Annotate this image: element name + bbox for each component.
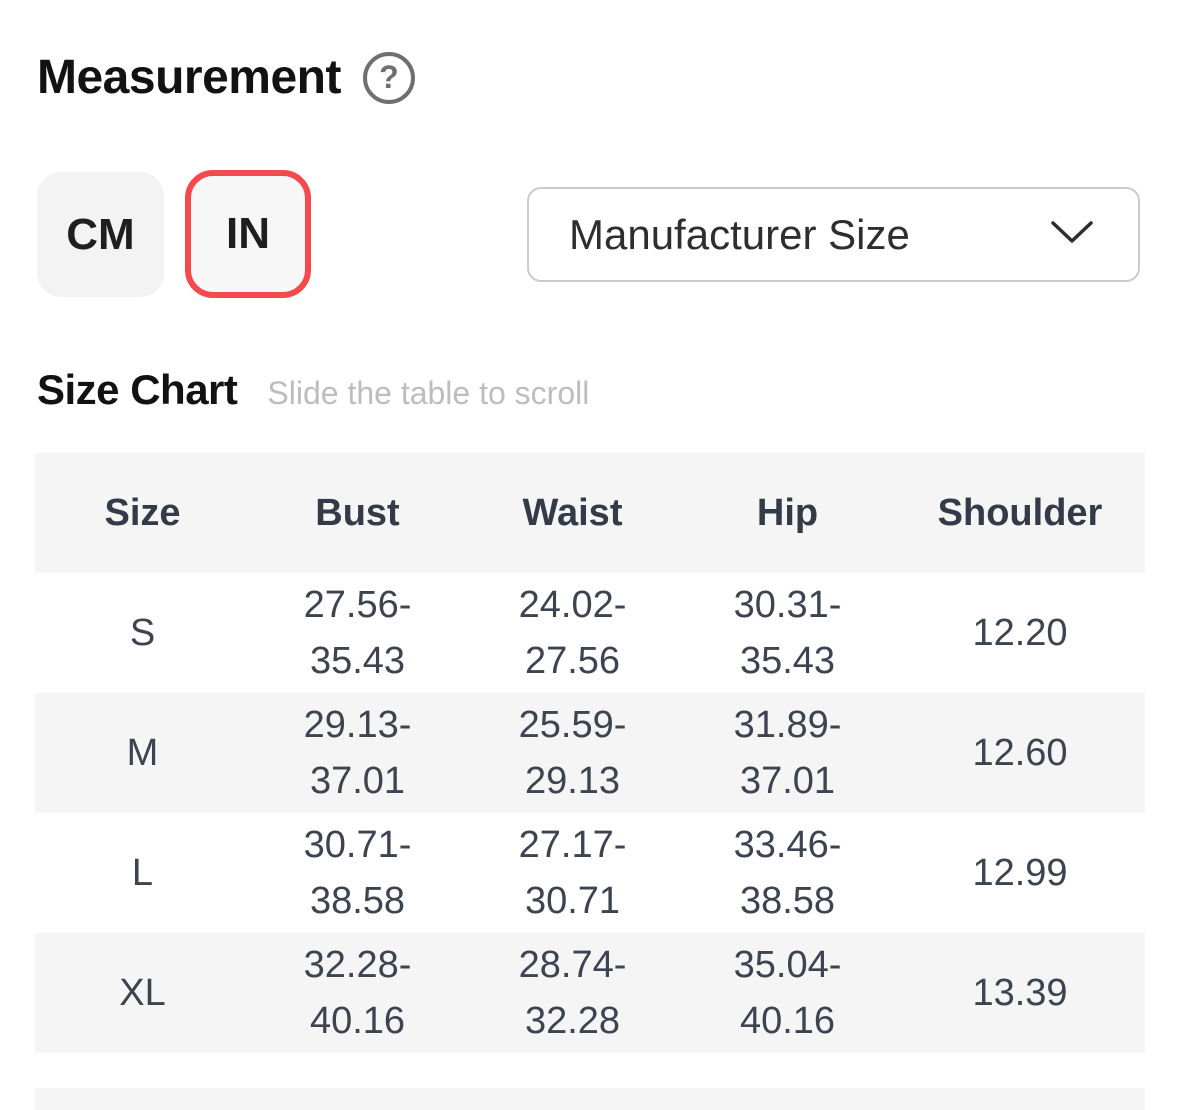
cell-size: M bbox=[35, 693, 250, 813]
cell-waist: 25.59- 29.13 bbox=[465, 693, 680, 813]
size-chart-scroll-hint: Slide the table to scroll bbox=[267, 375, 590, 411]
question-mark-glyph: ? bbox=[379, 59, 399, 95]
help-question-icon[interactable]: ? bbox=[362, 51, 415, 104]
chevron-down-icon bbox=[1050, 219, 1094, 250]
unit-cm-button[interactable]: CM bbox=[37, 172, 164, 297]
column-header-hip: Hip bbox=[680, 453, 895, 573]
cell-shoulder: 12.60 bbox=[895, 693, 1145, 813]
unit-in-button-selected[interactable]: IN bbox=[185, 170, 311, 298]
column-header-waist: Waist bbox=[465, 453, 680, 573]
table-row-m: M 29.13- 37.01 25.59- 29.13 31.89- 37.01… bbox=[35, 693, 1145, 813]
size-chart-table: Size Bust Waist Hip Shoulder S 27.56- 35… bbox=[35, 453, 1145, 1053]
cell-shoulder: 12.99 bbox=[972, 852, 1068, 894]
cell-waist: 24.02- 27.56 bbox=[518, 584, 627, 682]
cell-size: S bbox=[129, 612, 156, 654]
measurement-header: Measurement ? bbox=[37, 50, 415, 105]
manufacturer-size-value: Manufacturer Size bbox=[569, 210, 910, 258]
cell-bust: 29.13- 37.01 bbox=[250, 693, 465, 813]
cell-size: L bbox=[131, 852, 154, 894]
next-table-partial bbox=[35, 1088, 1145, 1110]
cell-hip: 31.89- 37.01 bbox=[680, 693, 895, 813]
measurement-title: Measurement bbox=[37, 51, 341, 104]
table-row-l: L 30.71- 38.58 27.17- 30.71 33.46- 38.58… bbox=[35, 813, 1145, 933]
size-chart-header: Size Chart Slide the table to scroll bbox=[37, 366, 589, 414]
manufacturer-size-select[interactable]: Manufacturer Size bbox=[527, 187, 1140, 282]
cell-shoulder: 13.39 bbox=[895, 933, 1145, 1053]
cell-hip: 33.46- 38.58 bbox=[733, 824, 842, 922]
cell-size: XL bbox=[35, 933, 250, 1053]
cell-shoulder: 12.20 bbox=[972, 612, 1068, 654]
cell-bust: 30.71- 38.58 bbox=[303, 824, 412, 922]
cell-hip: 35.04- 40.16 bbox=[680, 933, 895, 1053]
cell-hip: 30.31- 35.43 bbox=[733, 584, 842, 682]
table-header-row: Size Bust Waist Hip Shoulder bbox=[35, 453, 1145, 573]
table-row-xl: XL 32.28- 40.16 28.74- 32.28 35.04- 40.1… bbox=[35, 933, 1145, 1053]
cell-waist: 27.17- 30.71 bbox=[518, 824, 627, 922]
column-header-shoulder: Shoulder bbox=[895, 453, 1145, 573]
table-row-s: S 27.56- 35.43 24.02- 27.56 30.31- 35.43… bbox=[35, 573, 1145, 693]
column-header-bust: Bust bbox=[250, 453, 465, 573]
cell-waist: 28.74- 32.28 bbox=[465, 933, 680, 1053]
size-chart-title: Size Chart bbox=[37, 366, 238, 413]
column-header-size: Size bbox=[35, 453, 250, 573]
cell-bust: 27.56- 35.43 bbox=[303, 584, 412, 682]
cell-bust: 32.28- 40.16 bbox=[250, 933, 465, 1053]
size-chart-table-scroll-area[interactable]: Size Bust Waist Hip Shoulder S 27.56- 35… bbox=[35, 453, 1145, 1053]
